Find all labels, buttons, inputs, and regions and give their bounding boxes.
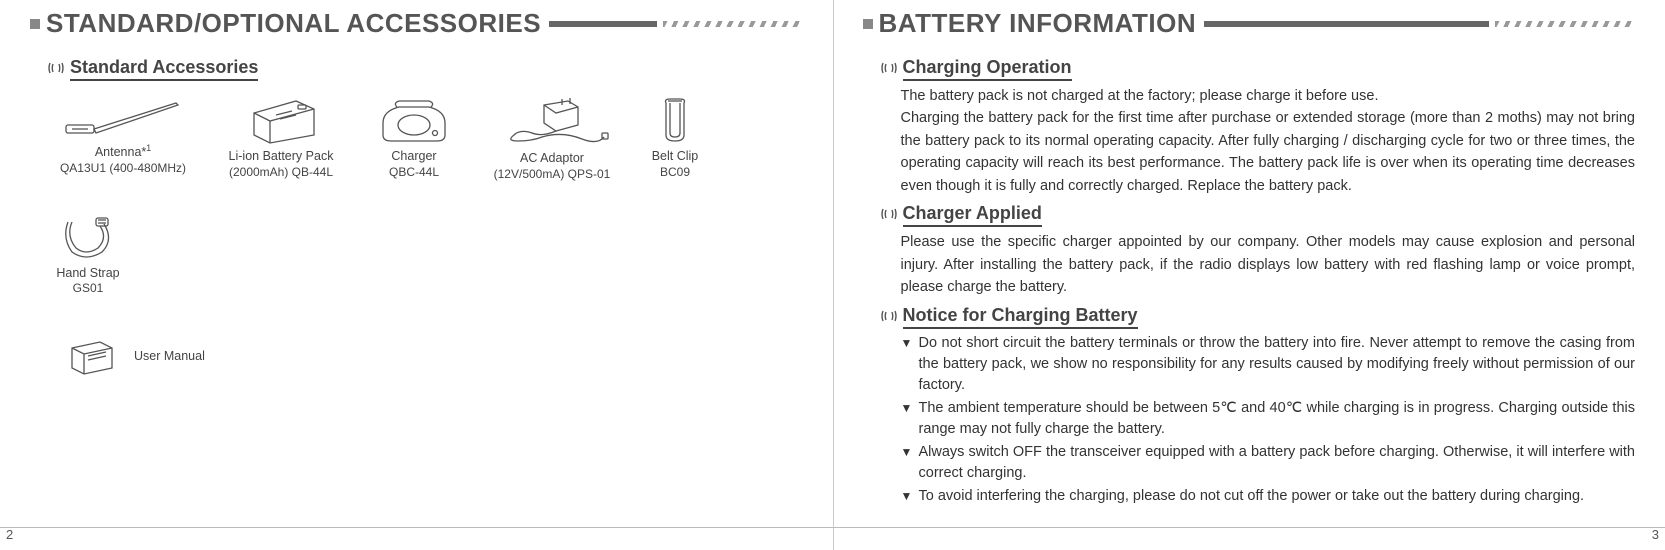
accessories-grid: Antenna*1 QA13U1 (400-480MHz) Li-ion Bat… [48, 95, 803, 296]
sub-title: Standard Accessories [70, 57, 258, 81]
footer-rule [0, 527, 833, 528]
page-number-left: 2 [6, 527, 13, 542]
manual-icon [64, 336, 120, 376]
signal-icon [881, 309, 897, 328]
notice-item: ▼ Do not short circuit the battery termi… [901, 333, 1636, 396]
accessory-label: AC Adaptor [520, 151, 584, 167]
bullet-icon: ▼ [901, 442, 919, 484]
header-hatch-icon [663, 21, 803, 27]
header-square-icon [863, 19, 873, 29]
notice-item: ▼ To avoid interfering the charging, ple… [901, 486, 1636, 507]
accessory-sublabel: GS01 [73, 281, 104, 296]
bullet-icon: ▼ [901, 486, 919, 507]
subsection-charger-applied: Charger Applied [881, 203, 1636, 227]
ac-adaptor-icon [492, 95, 612, 147]
notice-text: To avoid interfering the charging, pleas… [919, 486, 1636, 507]
header-title-left: STANDARD/OPTIONAL ACCESSORIES [46, 8, 541, 39]
section-header-left: STANDARD/OPTIONAL ACCESSORIES [30, 8, 803, 39]
accessory-charger: Charger QBC-44L [364, 95, 464, 182]
footer-rule [833, 527, 1665, 528]
label-text: Antenna* [95, 145, 146, 159]
accessory-hand-strap: Hand Strap GS01 [48, 212, 128, 297]
accessory-antenna: Antenna*1 QA13U1 (400-480MHz) [48, 95, 198, 182]
header-title-right: BATTERY INFORMATION [879, 8, 1197, 39]
notice-item: ▼ Always switch OFF the transceiver equi… [901, 442, 1636, 484]
accessory-label: Charger [391, 149, 436, 165]
accessory-label: Hand Strap [56, 266, 119, 282]
charging-body: The battery pack is not charged at the f… [901, 85, 1636, 197]
subsection-charging-operation: Charging Operation [881, 57, 1636, 81]
hand-strap-icon [56, 212, 120, 262]
manual-label: User Manual [134, 349, 205, 363]
notice-text: Always switch OFF the transceiver equipp… [919, 442, 1636, 484]
page-right: BATTERY INFORMATION Charging Operation T… [833, 0, 1665, 550]
sub-title: Charging Operation [903, 57, 1072, 81]
accessory-label: Belt Clip [652, 149, 699, 165]
accessory-sublabel: QBC-44L [389, 165, 439, 180]
header-rule [549, 21, 656, 27]
subsection-notice: Notice for Charging Battery [881, 305, 1636, 329]
belt-clip-icon [650, 95, 700, 145]
header-rule [1204, 21, 1489, 27]
notice-list: ▼ Do not short circuit the battery termi… [901, 333, 1636, 507]
sub-title: Notice for Charging Battery [903, 305, 1138, 329]
section-header-right: BATTERY INFORMATION [863, 8, 1636, 39]
accessory-user-manual: User Manual [64, 336, 803, 376]
accessory-belt-clip: Belt Clip BC09 [640, 95, 710, 182]
notice-item: ▼ The ambient temperature should be betw… [901, 398, 1636, 440]
header-hatch-icon [1495, 21, 1635, 27]
page-number-right: 3 [1652, 527, 1659, 542]
label-sup: 1 [146, 143, 151, 153]
bullet-icon: ▼ [901, 398, 919, 440]
header-square-icon [30, 19, 40, 29]
accessory-sublabel: (2000mAh) QB-44L [229, 165, 333, 180]
accessory-label: Li-ion Battery Pack [229, 149, 334, 165]
page-left: STANDARD/OPTIONAL ACCESSORIES Standard A… [0, 0, 833, 550]
charger-body: Please use the specific charger appointe… [901, 231, 1636, 298]
sub-title: Charger Applied [903, 203, 1042, 227]
accessory-sublabel: QA13U1 (400-480MHz) [60, 161, 186, 176]
accessory-label: Antenna*1 [95, 143, 151, 161]
accessory-battery: Li-ion Battery Pack (2000mAh) QB-44L [216, 95, 346, 182]
subsection-standard-accessories: Standard Accessories [48, 57, 803, 81]
signal-icon [881, 207, 897, 226]
notice-text: Do not short circuit the battery termina… [919, 333, 1636, 396]
battery-icon [236, 95, 326, 145]
notice-text: The ambient temperature should be betwee… [919, 398, 1636, 440]
antenna-icon [58, 95, 188, 139]
bullet-icon: ▼ [901, 333, 919, 396]
accessory-sublabel: (12V/500mA) QPS-01 [494, 167, 611, 182]
accessory-sublabel: BC09 [660, 165, 690, 180]
signal-icon [48, 61, 64, 80]
accessory-ac-adaptor: AC Adaptor (12V/500mA) QPS-01 [482, 95, 622, 182]
charger-icon [369, 95, 459, 145]
signal-icon [881, 61, 897, 80]
